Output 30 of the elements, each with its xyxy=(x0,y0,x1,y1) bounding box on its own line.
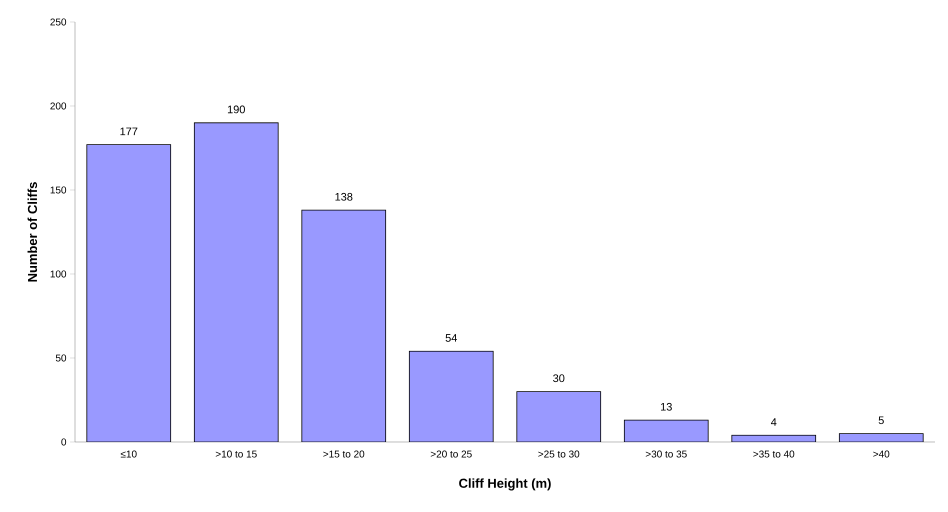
data-label: 138 xyxy=(335,192,352,201)
bar xyxy=(194,122,279,442)
data-label: 30 xyxy=(553,374,564,382)
bar xyxy=(624,420,709,442)
x-tick-label: >20 to 25 xyxy=(430,450,472,458)
x-tick-label: >35 to 40 xyxy=(753,450,794,458)
y-tick-label: 50 xyxy=(56,354,66,362)
data-label: 4 xyxy=(770,418,776,426)
data-label: 177 xyxy=(120,128,138,136)
y-tick-label: 200 xyxy=(50,102,66,110)
x-tick-label: >40 xyxy=(873,450,890,458)
bar xyxy=(301,210,386,442)
x-tick-label: >30 to 35 xyxy=(646,450,687,458)
bar xyxy=(86,144,172,442)
data-label: 13 xyxy=(660,402,672,411)
bar xyxy=(408,350,494,442)
y-tick-label: 150 xyxy=(50,186,66,194)
x-tick-label: >25 to 30 xyxy=(538,450,580,458)
data-label: 54 xyxy=(446,334,458,342)
data-label: 190 xyxy=(228,106,245,114)
y-tick-label: 100 xyxy=(50,270,66,278)
data-label: 5 xyxy=(878,416,884,424)
y-tick-label: 250 xyxy=(50,18,66,26)
x-tick-label: >15 to 20 xyxy=(323,450,364,458)
x-tick-label: >10 to 15 xyxy=(216,450,257,458)
y-axis-title: Number of Cliffs xyxy=(28,182,38,282)
x-axis-title: Cliff Height (m) xyxy=(459,478,551,490)
x-tick-label: ≤10 xyxy=(120,450,137,458)
y-tick-label: 0 xyxy=(61,438,66,446)
bar xyxy=(516,391,602,442)
